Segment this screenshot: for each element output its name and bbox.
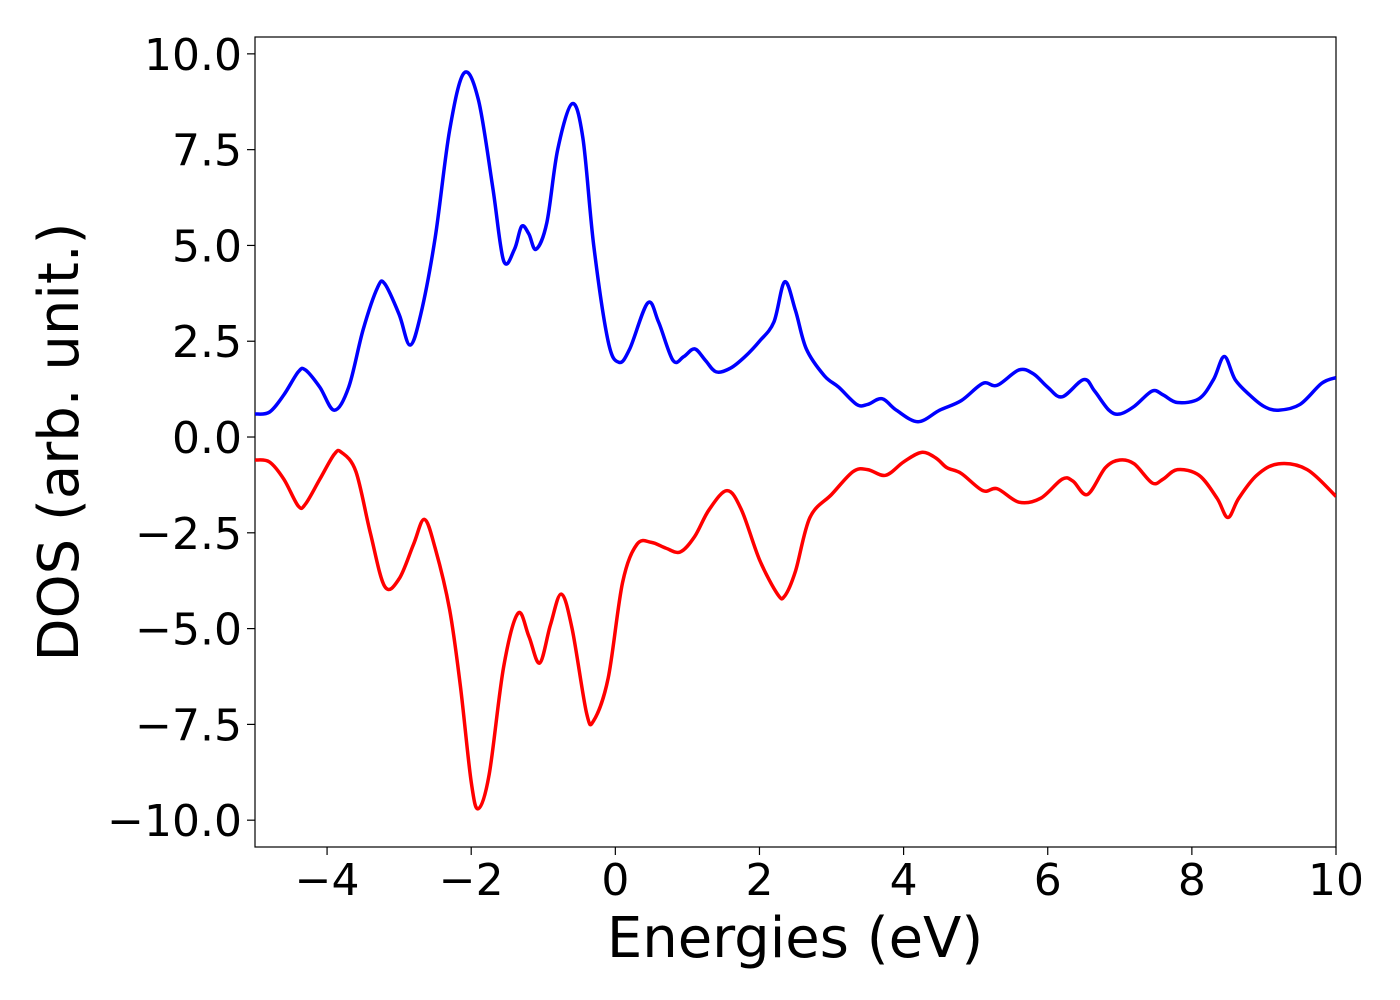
y-tick-label: −2.5 bbox=[135, 509, 242, 560]
x-tick-label: 2 bbox=[745, 855, 773, 906]
dos-line bbox=[255, 448, 1336, 811]
y-tick-label: 2.5 bbox=[172, 317, 242, 368]
x-tick-label: −4 bbox=[295, 855, 360, 906]
y-tick-label: −7.5 bbox=[135, 700, 242, 751]
x-tick-label: 6 bbox=[1034, 855, 1062, 906]
y-tick-label: 10.0 bbox=[144, 30, 242, 81]
x-axis-label: Energies (eV) bbox=[607, 906, 983, 971]
dos-line bbox=[255, 70, 1336, 424]
x-tick-label: 10 bbox=[1308, 855, 1364, 906]
x-tick-label: −2 bbox=[439, 855, 504, 906]
y-tick-label: 5.0 bbox=[172, 221, 242, 272]
plot-frame bbox=[254, 36, 1337, 848]
y-tick-label: −5.0 bbox=[135, 605, 242, 656]
y-tick-label: 7.5 bbox=[172, 126, 242, 177]
x-tick-label: 4 bbox=[890, 855, 918, 906]
x-tick-label: 0 bbox=[601, 855, 629, 906]
x-tick-label: 8 bbox=[1178, 855, 1206, 906]
y-tick-label: 0.0 bbox=[172, 413, 242, 464]
y-axis-label: DOS (arb. unit.) bbox=[27, 222, 92, 661]
y-tick-label: −10.0 bbox=[107, 796, 242, 847]
